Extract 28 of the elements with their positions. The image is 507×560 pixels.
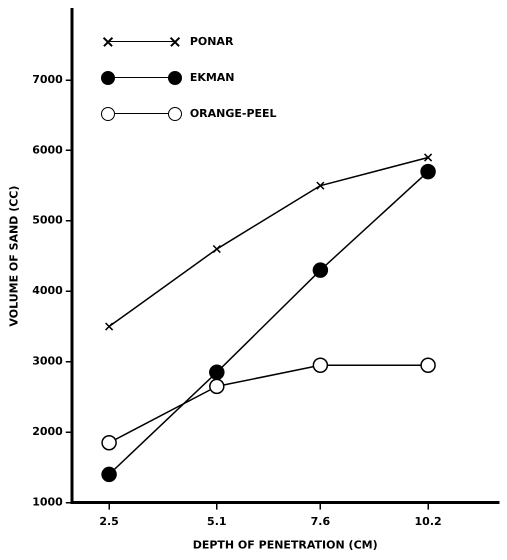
point xyxy=(101,466,117,482)
point xyxy=(209,364,225,380)
point xyxy=(104,322,114,331)
point xyxy=(312,262,328,278)
x-tick-label: 2.5 xyxy=(99,515,119,528)
point xyxy=(420,164,436,180)
point xyxy=(212,244,222,254)
y-tick-label: 7000 xyxy=(32,72,64,86)
y-axis-title: VOLUME OF SAND (CC) xyxy=(7,186,20,327)
legend-label: PONAR xyxy=(190,35,234,48)
legend-label: EKMAN xyxy=(190,71,235,84)
y-tick-label: 2000 xyxy=(32,425,64,438)
x-tick-label: 10.2 xyxy=(414,515,442,528)
point xyxy=(101,434,117,450)
y-tick-label: 3000 xyxy=(32,354,64,368)
point xyxy=(209,378,225,394)
point xyxy=(424,153,432,162)
legend-label: ORANGE-PEEL xyxy=(190,107,277,120)
y-tick-label: 1000 xyxy=(32,495,64,508)
point xyxy=(312,358,328,374)
point xyxy=(420,358,436,374)
x-tick-label: 5.1 xyxy=(207,515,227,528)
y-tick-label: 4000 xyxy=(32,284,64,298)
x-axis-title: DEPTH OF PENETRATION (CM) xyxy=(192,538,378,552)
point xyxy=(316,181,325,190)
y-tick-label: 6000 xyxy=(32,143,64,156)
x-tick-label: 7.6 xyxy=(310,515,330,528)
y-tick-label: 5000 xyxy=(32,214,64,227)
